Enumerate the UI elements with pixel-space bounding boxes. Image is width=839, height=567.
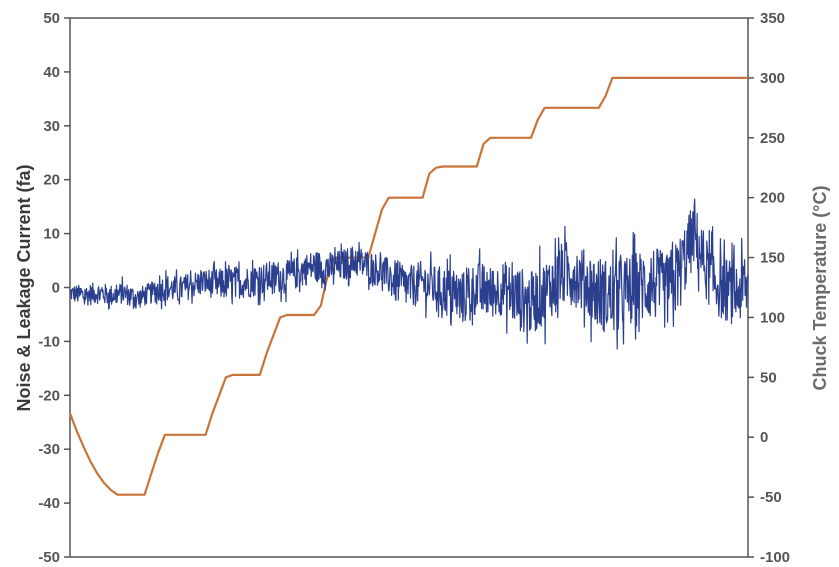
y-tick-label: 40: [43, 64, 60, 81]
y2-tick-label: 150: [760, 250, 785, 267]
y-tick-label: 30: [43, 118, 60, 135]
y2-tick-label: 300: [760, 70, 785, 87]
y2-tick-label: 350: [760, 10, 785, 27]
y-tick-label: 10: [43, 226, 60, 243]
y-tick-label: -10: [38, 333, 60, 350]
y2-axis-title: Chuck Temperature (°C): [810, 186, 830, 391]
temperature-line: [68, 76, 748, 496]
leakage-current-line: [69, 198, 749, 350]
y-tick-label: 20: [43, 172, 60, 189]
y-tick-label: -40: [38, 495, 60, 512]
y-tick-label: -20: [38, 387, 60, 404]
y2-tick-label: -100: [760, 549, 790, 566]
y-axis-title: Noise & Leakage Current (fa): [14, 164, 34, 411]
y2-tick-label: 50: [760, 369, 777, 386]
y-tick-label: -30: [38, 441, 60, 458]
y2-tick-label: 200: [760, 190, 785, 207]
y2-tick-label: 100: [760, 309, 785, 326]
y2-tick-label: 250: [760, 130, 785, 147]
y-tick-label: 50: [43, 10, 60, 27]
y2-tick-label: -50: [760, 489, 782, 506]
y-tick-label: 0: [52, 280, 60, 297]
y2-tick-label: 0: [760, 429, 768, 446]
y-tick-label: -50: [38, 549, 60, 566]
